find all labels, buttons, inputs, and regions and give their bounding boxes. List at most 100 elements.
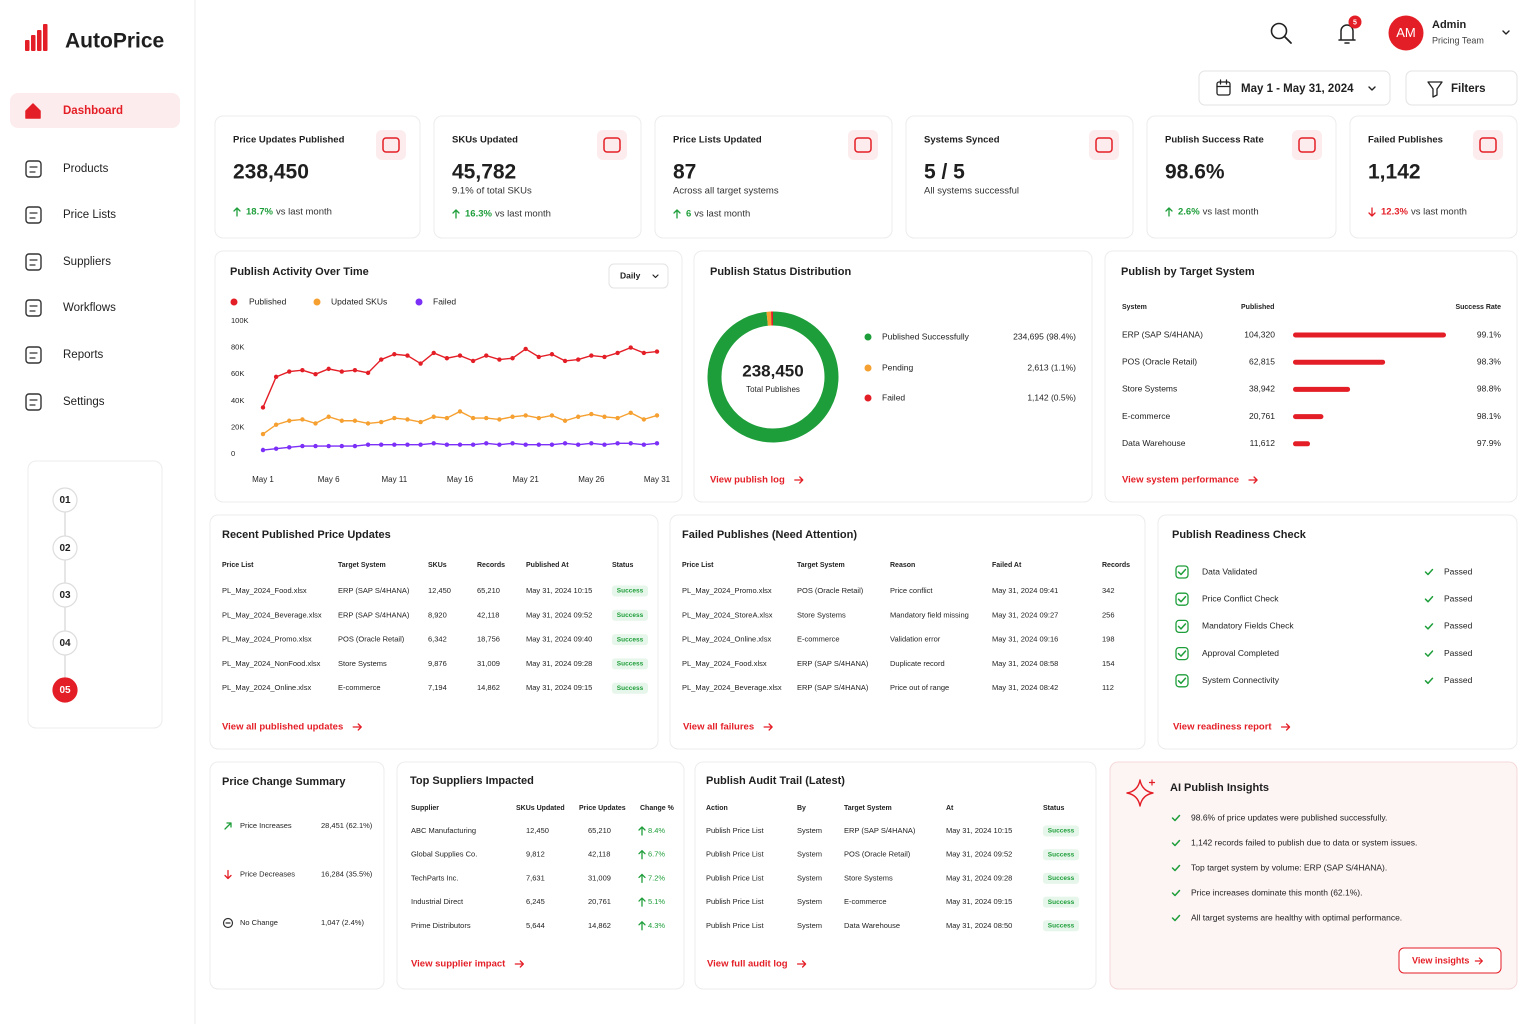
insights-card (1109, 761, 1518, 990)
arrow-right-icon (763, 723, 773, 731)
kpi-icon-bg (1292, 130, 1322, 160)
data-point (602, 354, 607, 360)
system-name: POS (Oracle Retail) (1122, 356, 1197, 366)
step-circle (52, 630, 78, 656)
nav-item[interactable]: Price Lists (63, 209, 116, 221)
y-tick-label: 100K (231, 316, 249, 325)
data-point (523, 442, 528, 447)
link[interactable]: View publish log (710, 475, 785, 486)
arrow-right-icon (352, 723, 362, 731)
nav-item[interactable]: Settings (63, 396, 105, 408)
cell: 5,644 (526, 921, 545, 930)
avatar-initials[interactable]: AM (1396, 25, 1416, 40)
cell: May 31, 2024 10:15 (946, 826, 1012, 835)
insight-text: Price increases dominate this month (62.… (1191, 887, 1363, 897)
cell: Data Warehouse (844, 921, 900, 930)
status: Success (1048, 828, 1075, 835)
sparkle-icon (1126, 779, 1154, 807)
step-number[interactable]: 03 (59, 590, 71, 601)
date-range[interactable]: May 1 - May 31, 2024 (1241, 83, 1354, 95)
readiness-label: Approval Completed (1202, 648, 1279, 658)
x-tick-label: May 11 (382, 475, 408, 484)
data-point (589, 411, 594, 417)
data-point (418, 361, 423, 366)
data-point (457, 442, 463, 447)
legend-swatch (864, 333, 872, 341)
nav-item[interactable]: Products (63, 163, 109, 175)
cell: May 31, 2024 09:28 (946, 873, 1012, 882)
data-point (615, 415, 620, 421)
nav-icon (25, 299, 42, 317)
data-point (352, 368, 358, 373)
nav-item[interactable]: Dashboard (63, 105, 123, 117)
avatar (1388, 15, 1424, 51)
data-point (654, 413, 660, 418)
card-title: Publish Audit Trail (Latest) (706, 775, 845, 787)
step-circle (52, 677, 78, 703)
readiness-label: Price Conflict Check (1202, 593, 1279, 603)
legend-label: Failed (433, 296, 456, 306)
nav-icon-detail (29, 352, 38, 359)
link[interactable]: View readiness report (1173, 722, 1272, 733)
step-number[interactable]: 02 (59, 543, 71, 554)
cell: 9,876 (428, 659, 447, 668)
kpi-title: Price Lists Updated (673, 135, 762, 146)
column-header: At (946, 805, 954, 812)
audit-card (694, 761, 1097, 990)
data-point (562, 441, 568, 446)
card-title: Publish Readiness Check (1172, 529, 1307, 541)
interval-label[interactable]: Daily (620, 270, 641, 280)
readiness-label: Mandatory Fields Check (1202, 621, 1294, 631)
value-label: 104,320 (1244, 329, 1275, 339)
calendar-icon (1216, 81, 1231, 96)
kpi-icon (854, 137, 872, 153)
kpi-title: Failed Publishes (1368, 135, 1443, 146)
kpi-icon-bg (1473, 130, 1503, 160)
chevron-icon (1368, 86, 1376, 91)
status: Success (1048, 875, 1075, 882)
link[interactable]: View supplier impact (411, 959, 506, 970)
check-icon (1424, 623, 1434, 630)
step-number[interactable]: 05 (59, 685, 71, 696)
step-number[interactable]: 01 (59, 495, 71, 506)
card-title: Failed Publishes (Need Attention) (682, 529, 857, 541)
nav-icon-detail (29, 212, 38, 219)
cell: 112 (1102, 683, 1114, 692)
y-tick-label: 60K (231, 369, 244, 378)
cell: 7.2% (648, 873, 665, 882)
kpi-change: 12.3% (1381, 207, 1408, 218)
insights-button-label[interactable]: View insights (1412, 955, 1469, 965)
check-icon (1424, 595, 1434, 603)
data-point (379, 357, 384, 362)
data-point (392, 352, 397, 357)
cell: 9,812 (526, 850, 545, 859)
step-number[interactable]: 04 (59, 638, 71, 649)
date-range-button[interactable] (1198, 70, 1391, 106)
nav-item[interactable]: Suppliers (63, 256, 111, 268)
cell: 12,450 (526, 826, 549, 835)
link[interactable]: View system performance (1122, 475, 1239, 486)
cell: Publish Price List (706, 826, 764, 835)
check-icon (1171, 914, 1181, 922)
data-point (497, 417, 502, 422)
link[interactable]: View all failures (683, 722, 754, 733)
kpi-change-label: vs last month (495, 209, 551, 220)
filters-label[interactable]: Filters (1451, 83, 1486, 95)
cell: May 31, 2024 09:28 (526, 659, 592, 668)
data-point (287, 445, 292, 450)
cell: PL_May_2024_NonFood.xlsx (222, 659, 321, 668)
insights-button[interactable] (1398, 947, 1502, 974)
link[interactable]: View full audit log (707, 959, 788, 970)
column-header: System (1122, 304, 1147, 311)
kpi-title: Price Updates Published (233, 135, 345, 146)
cell: PL_May_2024_Food.xlsx (222, 586, 307, 595)
nav-item[interactable]: Reports (63, 349, 104, 361)
x-tick-label: May 6 (318, 475, 340, 484)
failed-card (669, 514, 1146, 750)
interval-dropdown[interactable] (608, 263, 669, 289)
link[interactable]: View all published updates (222, 722, 343, 733)
price-change-card (209, 761, 385, 990)
nav-item[interactable]: Workflows (63, 302, 116, 314)
data-point (339, 443, 344, 449)
cell: System (797, 873, 822, 882)
